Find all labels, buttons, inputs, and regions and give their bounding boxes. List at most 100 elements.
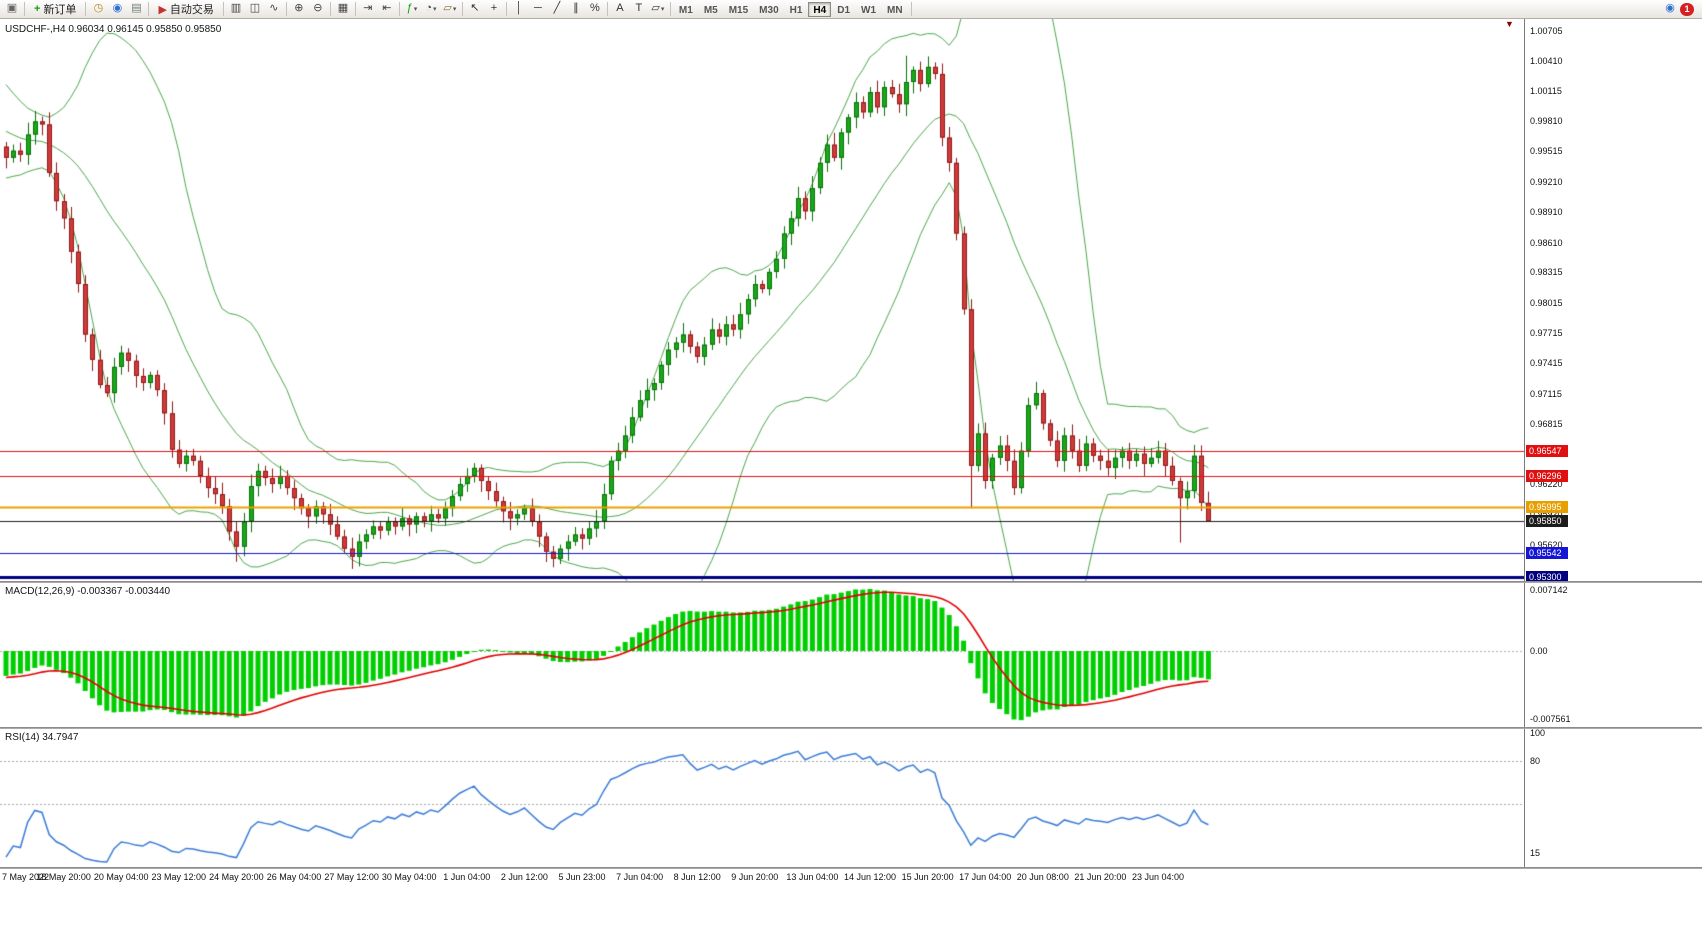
price-tick-label: 0.99515 (1530, 146, 1563, 156)
templates-icon[interactable]: ▱▾ (443, 2, 457, 14)
navigator-icon[interactable]: ▤ (131, 2, 142, 14)
time-tick-label: 27 May 12:00 (324, 872, 379, 882)
time-tick-label: 20 May 04:00 (93, 872, 149, 882)
price-tick-label: 0.99210 (1530, 177, 1563, 187)
new-order-button-icon: + (34, 3, 41, 15)
indicators-icon-caret[interactable]: ▾ (413, 6, 418, 13)
toolbar: ▣ + 新订单 ◷ ◉ ▤ ▶ 自动交易 ▥ ◫ ∿ ⊕ ⊖ ▦ ⇥ ⇤ ƒ▾ ◔▾ ▱▾ ↖ + │ ─ ╱ ∥% A T ▱▾ M1… (0, 0, 1702, 19)
toolbar-separator (329, 2, 331, 16)
tf-m1[interactable]: M1 (678, 4, 693, 16)
price-level-badge: 0.95995 (1526, 501, 1568, 513)
panel-splitter-rsi[interactable] (0, 727, 1702, 729)
rsi-indicator-label: RSI(14) 34.7947 (5, 732, 79, 743)
tf-h4[interactable]: H4 (808, 1, 832, 17)
time-tick-label: 18 May 20:00 (36, 872, 91, 882)
crosshair-icon[interactable]: + (490, 2, 498, 14)
toolbar-separator (910, 2, 912, 16)
new-order-button[interactable]: + 新订单 (28, 1, 82, 18)
price-tick-label: 0.96220 (1530, 479, 1563, 489)
tf-h1[interactable]: H1 (789, 4, 803, 16)
panel-splitter-macd[interactable] (0, 581, 1702, 583)
rsi-indicator-canvas[interactable] (0, 729, 1702, 869)
toolbar-group-zoom: ⊕ ⊖ (290, 1, 327, 17)
tf-mn[interactable]: MN (887, 4, 903, 16)
label-icon[interactable]: T (635, 2, 643, 14)
price-level-badge: 0.95850 (1526, 515, 1568, 527)
price-axis[interactable]: 1.00705 1.00410 1.00115 0.99810 0.99515 0.992… (1524, 19, 1702, 868)
vertical-line-icon[interactable]: │ (515, 2, 523, 14)
price-tick-label: 0.99810 (1530, 116, 1563, 126)
cursor-icon[interactable]: ↖ (470, 2, 480, 14)
time-tick-label: 26 May 04:00 (266, 872, 322, 882)
time-tick-label: 7 Jun 04:00 (616, 872, 664, 882)
alerts-badge[interactable]: 1 (1680, 2, 1694, 16)
price-tick-label: 1.00410 (1530, 56, 1563, 66)
data-window-icon[interactable]: ◉ (112, 2, 123, 14)
macd-scale-label: -0.007561 (1530, 714, 1571, 724)
trendline-icon[interactable]: ╱ (553, 2, 561, 14)
time-tick-label: 24 May 20:00 (209, 872, 264, 882)
price-tick-label: 0.98910 (1530, 207, 1563, 217)
app-window-icon[interactable]: ▣ (6, 2, 18, 14)
zoom-in-icon[interactable]: ⊕ (294, 2, 304, 14)
tile-windows-icon[interactable]: ▦ (337, 2, 349, 14)
time-tick-label: 9 Jun 20:00 (731, 872, 779, 882)
zoom-out-icon[interactable]: ⊖ (313, 2, 323, 14)
price-tick-label: 0.97715 (1530, 328, 1563, 338)
time-axis[interactable]: 7 May 2022 18 May 20:00 20 May 04:00 23 May… (0, 869, 1702, 891)
toolbar-separator (461, 2, 463, 16)
time-tick-label: 5 Jun 23:00 (558, 872, 606, 882)
time-tick-label: 1 Jun 04:00 (443, 872, 491, 882)
toolbar-group-windows: ▦ (334, 1, 352, 17)
community-icon[interactable]: ◉ (1665, 2, 1675, 14)
shapes-icon[interactable]: ▱▾ (651, 2, 665, 14)
tf-m30[interactable]: M30 (759, 4, 779, 16)
tf-d1[interactable]: D1 (837, 4, 851, 16)
auto-scroll-icon[interactable]: ⇥ (363, 2, 373, 14)
macd-indicator-label: MACD(12,26,9) -0.003367 -0.003440 (5, 586, 171, 597)
periods-icon-caret[interactable]: ▾ (432, 6, 437, 13)
text-icon[interactable]: A (616, 2, 624, 14)
time-tick-label: 14 Jun 12:00 (843, 872, 897, 882)
toolbar-separator (24, 2, 25, 16)
toolbar-group-right: ◉ 1 (1661, 1, 1694, 17)
market-watch-icon[interactable]: ◷ (93, 2, 104, 14)
price-level-badge: 0.96296 (1526, 470, 1568, 482)
toolbar-separator (669, 2, 671, 16)
time-tick-label: 17 Jun 04:00 (959, 872, 1012, 882)
shapes-icon-caret[interactable]: ▾ (660, 6, 665, 13)
chart-shift-icon[interactable]: ⇤ (382, 2, 392, 14)
templates-icon-caret[interactable]: ▾ (452, 6, 457, 13)
price-level-badge: 0.96547 (1526, 445, 1568, 457)
toolbar-separator (354, 2, 356, 16)
chart-ohlc-title: USDCHF-,H4 0.96034 0.96145 0.95850 0.958… (5, 24, 222, 35)
toolbar-group-chart-types: ▥ ◫ ∿ (227, 1, 283, 17)
panel-splitter-bottom[interactable] (0, 867, 1702, 869)
horizontal-line-icon[interactable]: ─ (534, 2, 542, 14)
toolbar-group-draw: │ ─ ╱ ∥% (510, 1, 604, 17)
chart-window[interactable]: USDCHF-,H4 0.96034 0.96145 0.95850 0.958… (0, 19, 1702, 946)
tf-w1[interactable]: W1 (861, 4, 877, 16)
macd-scale-label: 0.00 (1530, 646, 1548, 656)
candlestick-chart-icon[interactable]: ◫ (249, 2, 261, 14)
price-tick-label: 0.96815 (1530, 419, 1563, 429)
periods-icon[interactable]: ◔▾ (425, 2, 437, 14)
time-tick-label: 7 May 2022 (2, 872, 50, 882)
autotrade-button[interactable]: ▶ 自动交易 (152, 1, 219, 18)
time-tick-label: 23 Jun 04:00 (1131, 872, 1185, 882)
price-chart-canvas[interactable] (0, 19, 1702, 583)
toolbar-group-text-tools: A T ▱▾ (611, 1, 667, 17)
chart-shift-marker-icon[interactable]: ▼ (1505, 19, 1514, 29)
channel-icon[interactable]: ∥ (573, 2, 579, 14)
indicators-icon[interactable]: ƒ▾ (406, 2, 418, 14)
bar-chart-icon[interactable]: ▥ (230, 2, 242, 14)
line-chart-icon[interactable]: ∿ (269, 2, 279, 14)
tf-m15[interactable]: M15 (728, 4, 749, 16)
price-tick-label: 1.00115 (1530, 86, 1562, 96)
toolbar-separator (505, 2, 507, 16)
macd-indicator-canvas[interactable] (0, 583, 1702, 729)
price-level-badge: 0.95542 (1526, 547, 1568, 559)
fibonacci-icon[interactable]: % (590, 2, 600, 14)
time-tick-label: 21 Jun 20:00 (1074, 872, 1127, 882)
tf-m5[interactable]: M5 (703, 4, 718, 16)
